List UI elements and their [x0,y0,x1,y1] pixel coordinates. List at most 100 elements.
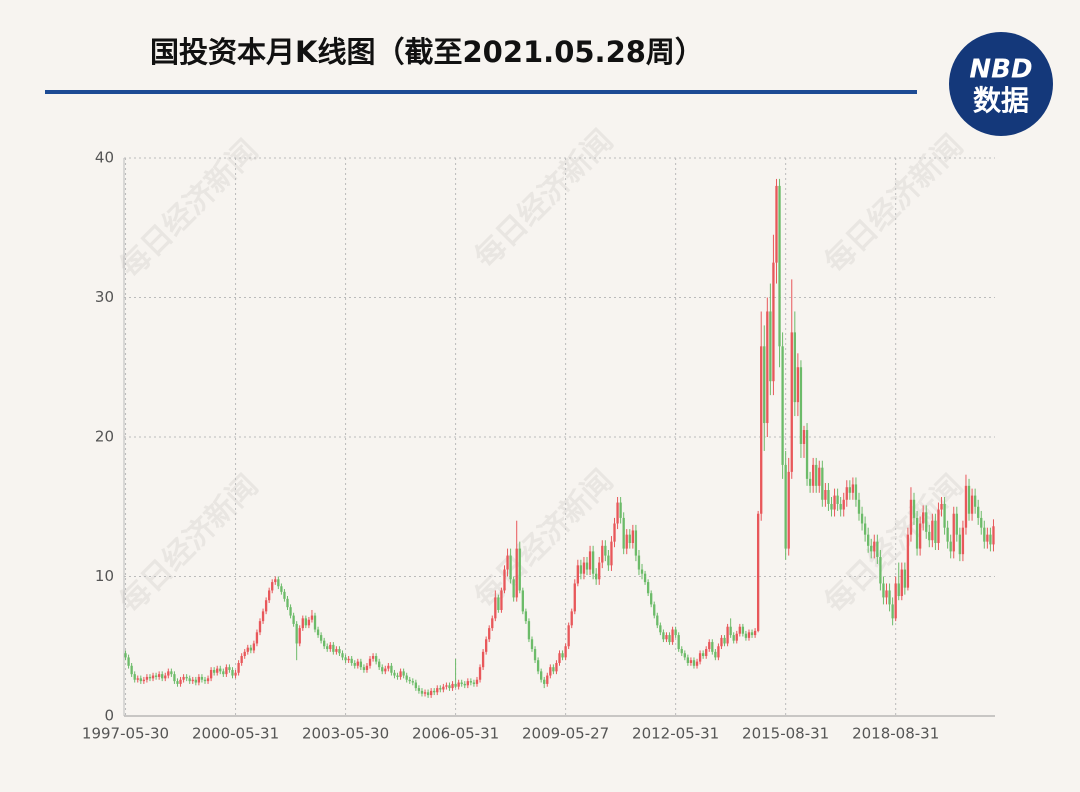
candle-body [212,669,216,673]
candle-body [371,656,375,659]
candle-body [830,503,833,510]
candle-body [781,346,784,465]
candle-body [870,545,873,552]
candle-body [977,506,980,518]
candle-body [173,674,176,682]
candle-body [845,487,848,500]
candle-body [952,513,955,552]
candle-body [423,692,427,694]
candle-body [726,626,729,644]
candle-body [753,630,757,636]
candle-body [399,671,402,677]
candle-body [567,625,570,647]
candle-body [359,661,363,668]
candle-body [946,527,949,542]
candle-body [500,590,503,610]
candle-body [973,495,977,507]
candle-body [216,668,219,673]
candle-body [604,545,607,556]
candle-body [961,527,965,555]
candle-body [735,633,738,641]
candle-body [860,513,864,524]
candle-body [277,579,280,587]
candle-body [506,555,509,570]
candle-body [833,495,836,510]
candle-body [433,690,436,693]
candle-body [763,346,766,424]
candle-body [237,662,240,673]
candle-body [643,573,647,583]
candle-body [591,551,595,574]
candle-body [460,682,463,684]
candle-body [289,607,292,616]
candle-body [527,621,531,640]
candle-body [839,503,842,510]
candle-body [408,679,411,682]
candle-body [854,484,858,500]
candle-body [133,674,136,680]
candle-body [206,678,210,682]
candle-body [628,534,631,544]
candle-body [426,692,430,696]
candle-body [811,464,815,486]
candle-body [396,675,399,677]
candle-body [570,611,573,626]
candle-body [613,523,616,542]
candle-body [631,530,635,544]
candle-body [154,675,158,677]
candle-body [888,590,891,605]
candle-body [387,665,390,669]
candle-body [179,679,182,684]
candle-body [167,671,170,676]
candle-body [909,499,913,535]
candle-body [261,611,265,622]
candle-body [848,487,851,493]
candle-body [518,548,521,591]
candle-body [659,625,662,633]
candle-body [316,629,320,636]
candle-body [451,683,454,689]
candle-body [326,646,329,650]
candle-body [310,615,314,620]
candle-body [931,520,934,541]
candle-body [142,679,146,682]
candle-body [301,618,304,629]
candle-body [799,367,803,444]
candle-body [579,565,583,574]
candle-body [307,619,311,626]
candle-body [515,548,518,598]
candle-body [634,530,638,556]
candle-body [185,676,188,679]
candle-body [164,675,167,679]
candle-body [793,332,796,403]
candle-body [319,635,323,641]
candle-body [176,681,179,684]
candle-body [695,661,699,666]
candle-body [442,686,445,690]
candle-body [897,583,900,597]
candle-body [353,662,356,666]
candle-body [750,632,754,636]
candle-body [778,185,781,347]
candle-body [842,499,845,510]
candle-body [368,658,372,666]
candle-body [683,653,686,658]
candle-body [818,467,821,486]
candle-body [203,679,207,682]
candle-body [564,646,567,658]
candle-body [573,583,576,612]
candle-body [225,667,228,675]
candle-body [405,675,408,680]
candle-body [356,661,359,666]
logo-text: 数据 [973,84,1029,117]
candle-body [347,658,350,661]
candle-body [335,649,338,652]
candle-body [680,649,683,654]
candle-body [937,509,940,544]
candle-body [157,674,161,677]
candle-body [928,531,931,541]
candle-body [445,685,448,687]
candle-body [381,667,384,672]
candle-body [546,675,549,684]
candle-body [622,517,625,549]
